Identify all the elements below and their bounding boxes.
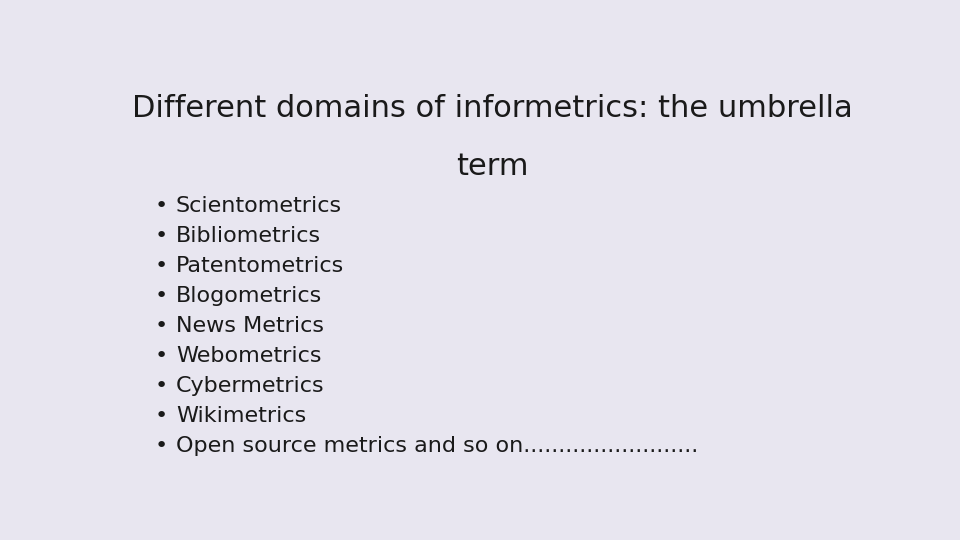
Text: Blogometrics: Blogometrics bbox=[176, 286, 322, 306]
Text: Wikimetrics: Wikimetrics bbox=[176, 406, 306, 426]
Text: Webometrics: Webometrics bbox=[176, 346, 322, 366]
Text: •: • bbox=[155, 226, 168, 246]
Text: •: • bbox=[155, 316, 168, 336]
Text: •: • bbox=[155, 436, 168, 456]
Text: term: term bbox=[456, 152, 528, 181]
Text: Scientometrics: Scientometrics bbox=[176, 196, 342, 216]
Text: Open source metrics and so on.........................: Open source metrics and so on...........… bbox=[176, 436, 698, 456]
Text: Cybermetrics: Cybermetrics bbox=[176, 376, 324, 396]
Text: •: • bbox=[155, 406, 168, 426]
Text: •: • bbox=[155, 346, 168, 366]
Text: News Metrics: News Metrics bbox=[176, 316, 324, 336]
Text: Different domains of informetrics: the umbrella: Different domains of informetrics: the u… bbox=[132, 94, 852, 123]
Text: •: • bbox=[155, 286, 168, 306]
Text: Patentometrics: Patentometrics bbox=[176, 256, 344, 276]
Text: Bibliometrics: Bibliometrics bbox=[176, 226, 321, 246]
Text: •: • bbox=[155, 376, 168, 396]
Text: •: • bbox=[155, 256, 168, 276]
Text: •: • bbox=[155, 196, 168, 216]
